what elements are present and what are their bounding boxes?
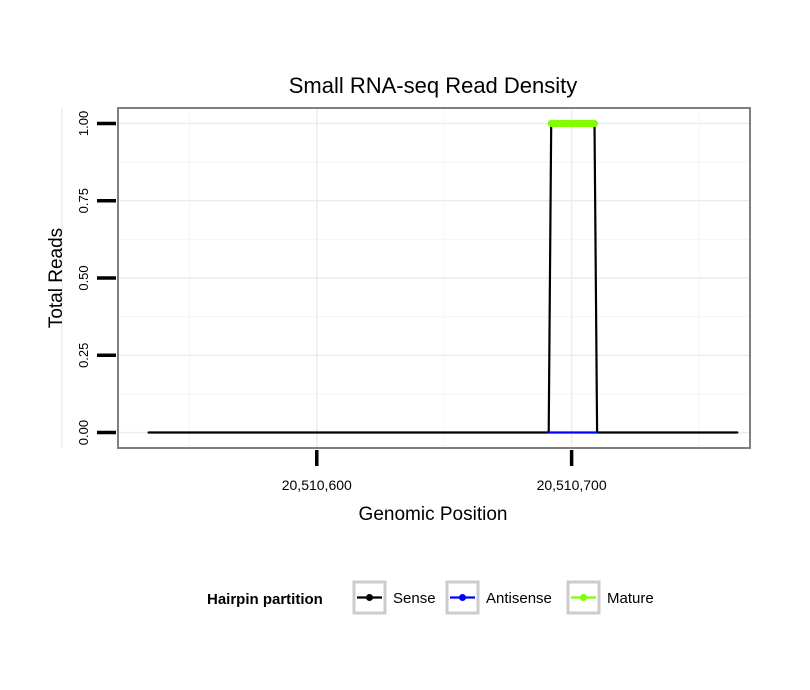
x-tick-label: 20,510,600 [282, 477, 352, 493]
legend-label-mature: Mature [607, 590, 654, 607]
y-tick-label: 0.00 [76, 420, 91, 445]
legend-label-sense: Sense [393, 590, 436, 607]
legend-key-point [366, 594, 373, 601]
gridlines [61, 108, 750, 448]
legend-key-mature [566, 580, 601, 615]
chart-title: Small RNA-seq Read Density [289, 73, 578, 98]
y-tick-label: 0.25 [76, 343, 91, 368]
legend-items: Sense Antisense Mature [352, 580, 654, 615]
y-tick-label: 1.00 [76, 111, 91, 136]
y-tick-label: 0.75 [76, 188, 91, 213]
x-tick-label: 20,510,700 [537, 477, 607, 493]
legend-key-point [459, 594, 466, 601]
y-tick-label: 0.50 [76, 265, 91, 290]
y-axis-label: Total Reads [46, 228, 67, 328]
legend-title: Hairpin partition [207, 591, 323, 608]
series-layer [147, 120, 739, 434]
legend: Hairpin partition Sense Antisense Mature [207, 580, 654, 615]
x-axis: 20,510,600 20,510,700 [282, 450, 607, 493]
plot-border [117, 107, 751, 449]
legend-label-antisense: Antisense [486, 590, 552, 607]
x-axis-label: Genomic Position [359, 504, 508, 525]
legend-key-point [580, 594, 587, 601]
y-axis: 0.00 0.25 0.50 0.75 1.00 [76, 111, 116, 445]
